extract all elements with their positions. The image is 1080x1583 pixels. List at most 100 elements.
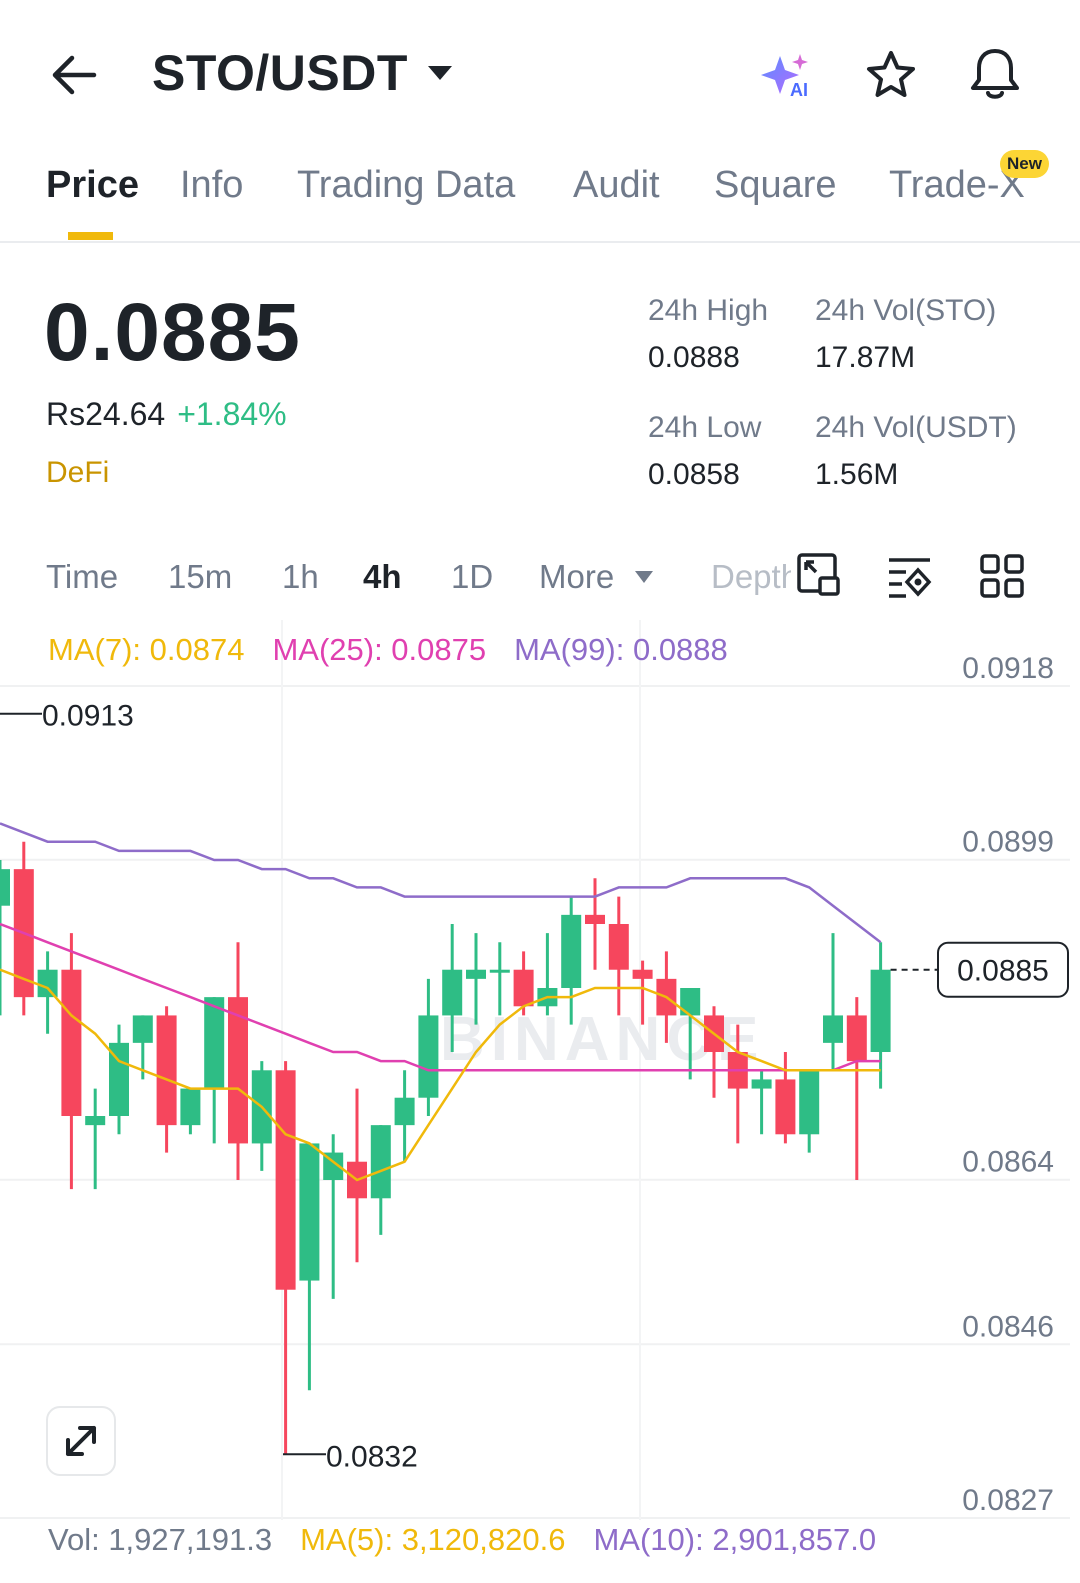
stat-high-value: 0.0888 <box>648 341 740 374</box>
alert-button[interactable] <box>968 46 1022 102</box>
expand-chart-button[interactable] <box>46 1406 116 1476</box>
candle-body <box>823 1015 843 1043</box>
stat-high-label: 24h High <box>648 294 769 327</box>
candle <box>275 1061 296 1455</box>
candle <box>228 942 248 1180</box>
candle-body <box>0 869 10 906</box>
stat-low-label: 24h Low <box>648 411 762 444</box>
candle-body <box>466 969 486 979</box>
interval-1h[interactable]: 1h <box>282 558 319 595</box>
candle <box>775 1052 796 1144</box>
y-axis-tick: 0.0864 <box>962 1146 1054 1179</box>
candle <box>85 1088 106 1190</box>
volume-label: Vol: 1,927,191.3 <box>48 1522 273 1557</box>
indicator-settings-button[interactable] <box>886 552 934 600</box>
candle <box>370 1125 391 1235</box>
interval-1d[interactable]: 1D <box>451 558 494 595</box>
stat-low-value: 0.0858 <box>648 458 740 491</box>
stat-vol-sto-label: 24h Vol(STO) <box>815 294 997 327</box>
expand-icon <box>66 1426 96 1456</box>
favorite-button[interactable] <box>864 48 918 102</box>
candle <box>608 896 629 1016</box>
interval-depth[interactable]: Depth <box>711 558 791 595</box>
category-tag[interactable]: DeFi <box>46 456 110 489</box>
tab-audit[interactable]: Audit <box>573 164 660 206</box>
candle <box>204 997 225 1144</box>
caret-down-icon[interactable] <box>426 64 454 82</box>
bell-icon <box>971 49 1019 99</box>
candle <box>537 933 558 1016</box>
candle <box>394 1070 415 1162</box>
candle <box>180 1088 201 1135</box>
candle-body <box>85 1116 106 1126</box>
tab-trading-data[interactable]: Trading Data <box>297 164 516 206</box>
y-axis-tick: 0.0918 <box>962 652 1054 685</box>
candle-body <box>585 914 605 924</box>
ai-sparkle-icon <box>761 54 808 94</box>
interval-4h[interactable]: 4h <box>363 558 402 595</box>
candle-body <box>370 1125 391 1199</box>
candle <box>704 1006 724 1098</box>
candle <box>0 860 10 1016</box>
candle-body <box>870 969 891 1052</box>
back-button[interactable] <box>48 50 104 100</box>
interval-more[interactable]: More <box>539 558 615 595</box>
candle <box>751 1070 772 1135</box>
ma7-line <box>0 968 881 1182</box>
candle <box>823 933 843 1071</box>
tab-square[interactable]: Square <box>714 164 837 206</box>
ma99-line <box>0 822 882 944</box>
candle-body <box>299 1143 320 1281</box>
fullscreen-toggle-button[interactable] <box>796 552 844 600</box>
ai-assistant-button[interactable]: AI <box>758 50 816 100</box>
resize-icon <box>797 553 840 596</box>
interval-15m[interactable]: 15m <box>168 558 233 595</box>
candle <box>870 942 891 1089</box>
ma7-label: MA(7): 0.0874 <box>48 632 245 667</box>
candle <box>585 878 605 970</box>
indicator-settings-icon <box>889 558 932 598</box>
candle <box>323 1134 344 1299</box>
stat-vol-usdt-value: 1.56M <box>815 458 899 491</box>
candle <box>632 960 653 1025</box>
y-axis-tick: 0.0827 <box>962 1484 1054 1517</box>
candle <box>442 924 463 1052</box>
candle-body <box>751 1079 772 1089</box>
y-axis-tick: 0.0846 <box>962 1310 1054 1343</box>
interval-time[interactable]: Time <box>46 558 119 595</box>
candle-body <box>394 1097 415 1126</box>
candle-body <box>775 1079 796 1135</box>
divider <box>0 241 1080 243</box>
more-caret-icon <box>635 571 653 583</box>
candle <box>299 1143 320 1391</box>
active-tab-indicator <box>68 232 113 240</box>
layout-grid-button[interactable] <box>978 552 1026 600</box>
candle-body <box>275 1070 296 1290</box>
local-price: Rs24.64 <box>46 396 166 432</box>
candle <box>561 896 582 1025</box>
pair-title[interactable]: STO/USDT <box>152 45 408 101</box>
candle <box>489 942 510 1016</box>
star-icon <box>867 51 915 97</box>
candle-body <box>132 1015 153 1043</box>
last-price: 0.0885 <box>44 287 301 378</box>
candle-body <box>632 969 653 979</box>
candle <box>846 997 867 1180</box>
candle <box>37 951 58 1034</box>
volume-legend: Vol: 1,927,191.3 MA(5): 3,120,820.6 MA(10)… <box>48 1522 904 1558</box>
candle <box>61 933 82 1190</box>
candle <box>109 1024 129 1135</box>
candle-body <box>109 1042 129 1116</box>
volume-ma10-label: MA(10): 2,901,857.0 <box>593 1522 877 1557</box>
candle-body <box>561 914 582 988</box>
current-price-label: 0.0885 <box>957 955 1049 988</box>
candle <box>418 978 439 1116</box>
high-marker-label: 0.0913 <box>42 700 134 733</box>
candle-body <box>608 924 629 970</box>
ma99-label: MA(99): 0.0888 <box>514 632 728 667</box>
tab-price[interactable]: Price <box>46 164 139 206</box>
tab-info[interactable]: Info <box>180 164 244 206</box>
candle-body <box>204 997 225 1089</box>
candle <box>799 1070 820 1153</box>
